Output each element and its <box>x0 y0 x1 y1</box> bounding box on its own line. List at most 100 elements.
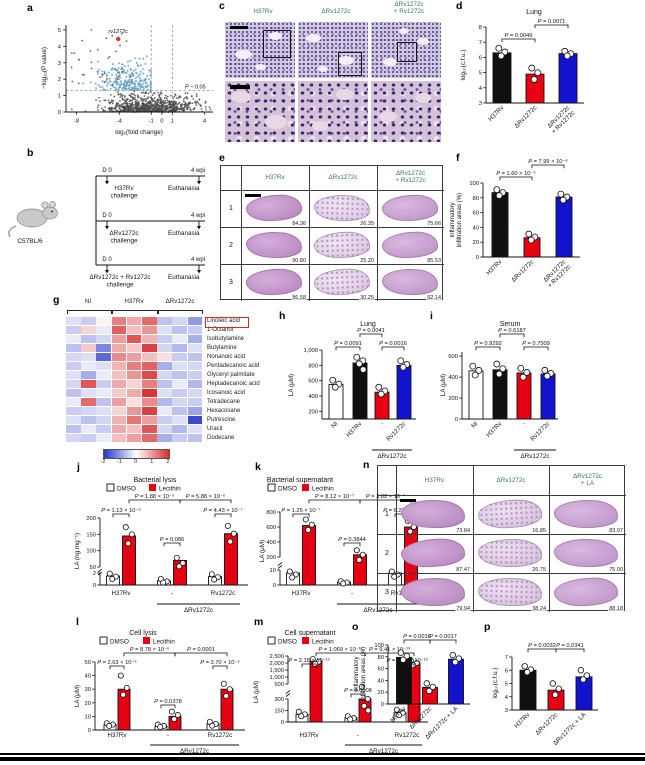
heatmap-row-label: Glyceryl palmitate <box>207 371 255 378</box>
sig-bracket <box>301 663 317 668</box>
p-value: P = 1.13 × 10⁻⁶ <box>101 507 141 514</box>
table-column-header: ΔRv1272c <box>496 477 526 484</box>
sig-bracket <box>381 346 405 351</box>
volcano-point <box>175 96 178 99</box>
lung-section-image <box>477 538 543 568</box>
volcano-point <box>160 106 163 109</box>
heatmap-cell <box>96 317 111 326</box>
heatmap-cell <box>126 380 142 389</box>
heatmap-cell <box>187 416 203 425</box>
heatmap-cell <box>96 416 111 425</box>
heatmap-cell <box>172 344 187 353</box>
volcano-point <box>137 104 139 107</box>
heatmap-cell <box>187 335 203 344</box>
heatmap-group-bracket <box>157 310 204 314</box>
heatmap-cell <box>81 353 96 362</box>
volcano-point <box>198 98 201 101</box>
heatmap-cell <box>126 371 142 380</box>
sig-bracket <box>499 176 533 181</box>
p-value: P = 0.0091 <box>334 341 362 347</box>
heatmap-cell <box>66 326 81 335</box>
data-point <box>224 522 231 529</box>
volcano-point <box>123 99 126 102</box>
volcano-point <box>150 104 153 107</box>
volcano-point <box>146 109 149 112</box>
heatmap-cell <box>142 398 157 407</box>
sig-bracket <box>359 333 383 338</box>
lung-section-image <box>553 576 619 608</box>
volcano-point <box>185 103 188 105</box>
y-axis-label: LA (μM) <box>288 374 295 396</box>
sig-bracket <box>292 513 310 518</box>
volcano-point <box>127 105 130 108</box>
heatmap-cell <box>172 380 187 389</box>
heatmap-cell <box>66 425 81 434</box>
heatmap-cell <box>66 389 81 398</box>
chart-title: Lung <box>526 9 542 16</box>
data-point <box>208 571 215 578</box>
y-axis-label: LA (μM) <box>74 685 81 707</box>
data-point <box>426 687 433 695</box>
p-value: P = 0.0008 <box>344 688 372 694</box>
data-point <box>106 570 113 577</box>
data-point <box>168 708 175 715</box>
data-point <box>359 366 367 373</box>
p-value: P = 0.0041 <box>357 328 385 334</box>
data-point <box>331 383 339 391</box>
heatmap-cell <box>126 335 142 344</box>
heatmap-cell <box>66 416 81 425</box>
volcano-point <box>123 96 126 98</box>
heatmap-cell <box>172 389 187 398</box>
data-point <box>309 656 316 663</box>
data-point <box>530 76 538 83</box>
data-point <box>128 531 135 538</box>
data-point <box>117 672 124 679</box>
table-column-header: H37Rv <box>265 174 285 181</box>
p-value: P = 0.086 <box>160 537 185 543</box>
volcano-point <box>185 108 188 110</box>
volcano-point <box>133 108 135 111</box>
panel-label-b: b <box>27 147 34 159</box>
colorbar-tick: -1 <box>116 459 122 465</box>
volcano-point <box>151 109 154 111</box>
scale-bar <box>230 26 248 29</box>
heatmap-row-label: Icosanoic acid <box>207 389 246 396</box>
volcano-point <box>139 105 142 108</box>
group-label: ΔRv1272c <box>369 748 398 755</box>
data-point <box>449 651 456 659</box>
volcano-point <box>140 91 143 94</box>
data-point <box>493 186 501 194</box>
data-point <box>353 547 360 554</box>
heatmap-cell <box>142 326 157 335</box>
sig-bracket <box>531 164 565 169</box>
data-point <box>375 383 383 391</box>
heatmap-cell <box>96 380 111 389</box>
colorbar-tick: 2 <box>166 459 170 465</box>
volcano-point <box>129 100 132 102</box>
heatmap-row-label: Uracil <box>207 425 223 432</box>
table-cell: 38.24 <box>473 573 549 612</box>
volcano-point <box>164 102 167 105</box>
heatmap-cell <box>126 407 142 416</box>
lung-section-image <box>381 268 439 296</box>
volcano-point <box>147 102 150 105</box>
volcano-point <box>158 94 160 97</box>
volcano-point <box>170 100 173 103</box>
table-cell: 90.80 <box>241 227 309 264</box>
data-point <box>109 576 116 583</box>
heatmap-cell <box>96 425 111 434</box>
x-tick-label: - <box>521 420 527 426</box>
x-tick-label: - <box>379 420 385 426</box>
x-tick-label: Rv1272c <box>211 590 235 597</box>
heatmap-cell <box>126 416 142 425</box>
lung-section-image <box>245 193 303 223</box>
bar <box>117 688 131 731</box>
heatmap-cell <box>81 434 96 443</box>
data-point <box>525 230 533 238</box>
y-axis-label: infiltration areas (%) <box>456 193 463 247</box>
volcano-point <box>180 106 183 109</box>
